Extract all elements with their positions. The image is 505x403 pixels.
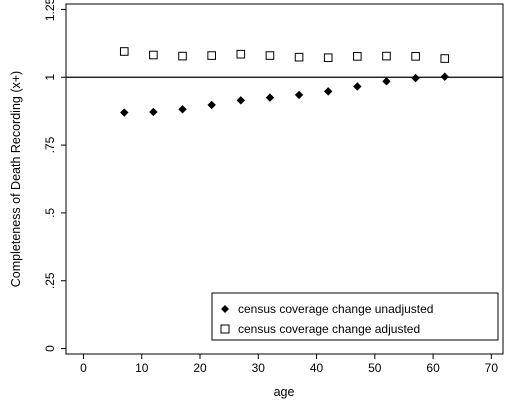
data-point-unadjusted (149, 107, 158, 117)
data-point-adjusted (440, 54, 450, 63)
x-tick-label: 30 (252, 361, 266, 375)
x-tick-label: 40 (310, 361, 324, 375)
data-point-unadjusted (236, 96, 245, 105)
data-point-adjusted (236, 49, 246, 59)
legend: census coverage change unadjusted census … (211, 292, 499, 341)
data-point-adjusted (382, 51, 391, 61)
x-axis-title: age (274, 385, 295, 399)
data-point-adjusted (323, 53, 333, 63)
x-tick-label: 50 (368, 361, 382, 375)
data-points (119, 47, 450, 117)
data-point-unadjusted (207, 100, 216, 110)
data-point-unadjusted (440, 72, 449, 81)
x-tick-label: 0 (80, 361, 87, 375)
data-point-unadjusted (178, 105, 187, 114)
y-tick-label: .25 (43, 272, 57, 289)
data-point-adjusted (411, 52, 420, 61)
legend-label: census coverage change adjusted (238, 322, 420, 336)
y-axis-title: Completeness of Death Recording (x+) (9, 71, 23, 287)
y-axis: 0 .25 .5 .75 1 1.25 (43, 0, 66, 352)
x-tick-label: 20 (193, 361, 207, 375)
legend-label: census coverage change unadjusted (238, 302, 433, 316)
data-point-unadjusted (120, 108, 129, 117)
data-point-adjusted (178, 51, 187, 61)
x-tick-label: 10 (135, 361, 149, 375)
y-tick-label: .75 (43, 136, 57, 153)
data-point-adjusted (353, 52, 362, 61)
legend-marker-square (220, 324, 230, 334)
legend-items: census coverage change unadjusted census … (220, 302, 433, 336)
data-point-unadjusted (382, 77, 391, 86)
legend-marker-diamond (221, 305, 229, 313)
y-tick-label: 0 (43, 345, 57, 352)
data-point-unadjusted (294, 90, 304, 100)
data-point-unadjusted (411, 73, 420, 83)
data-point-adjusted (119, 47, 129, 56)
y-tick-label: 1 (43, 74, 57, 81)
plot-frame (65, 3, 504, 355)
data-point-unadjusted (265, 93, 275, 102)
x-tick-label: 70 (485, 361, 499, 375)
data-point-unadjusted (324, 87, 333, 96)
x-axis: 0 10 20 30 40 50 60 70 (80, 354, 498, 375)
data-point-adjusted (265, 51, 275, 60)
x-tick-label: 60 (426, 361, 440, 375)
data-point-adjusted (149, 50, 158, 60)
data-point-adjusted (294, 52, 304, 62)
legend-box (211, 292, 499, 341)
y-tick-label: .5 (43, 208, 57, 218)
y-tick-label: 1.25 (43, 0, 57, 21)
data-point-unadjusted (353, 82, 362, 91)
data-point-adjusted (207, 51, 216, 60)
